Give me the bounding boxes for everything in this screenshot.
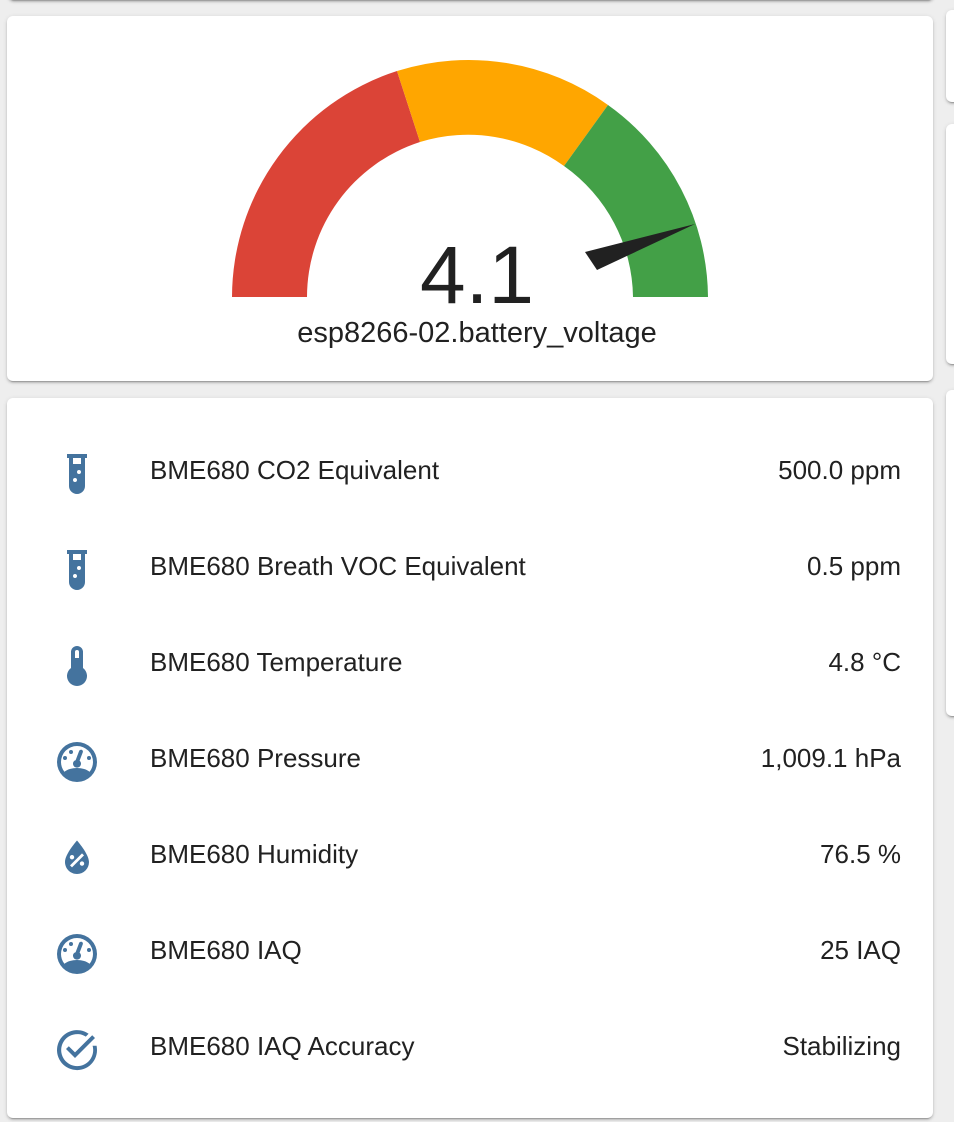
gauge-segment-yellow	[397, 59, 608, 166]
entity-row-co2[interactable]: BME680 CO2 Equivalent 500.0 ppm	[7, 422, 933, 518]
entity-row-iaq[interactable]: BME680 IAQ 25 IAQ	[7, 902, 933, 998]
adjacent-card-edge	[946, 124, 954, 364]
gauge-icon[interactable]	[53, 930, 101, 978]
entity-name: BME680 IAQ	[150, 935, 302, 965]
entity-state: 500.0 ppm	[778, 455, 901, 485]
entity-state: 0.5 ppm	[807, 551, 901, 581]
entity-name: BME680 Pressure	[150, 743, 361, 773]
gauge-segment-green	[564, 105, 708, 297]
entity-row-temperature[interactable]: BME680 Temperature 4.8 °C	[7, 614, 933, 710]
thermometer-icon[interactable]	[53, 642, 101, 690]
entity-row-pressure[interactable]: BME680 Pressure 1,009.1 hPa	[7, 710, 933, 806]
entity-name: BME680 CO2 Equivalent	[150, 455, 440, 485]
entity-state: 4.8 °C	[828, 647, 901, 677]
entity-state: 1,009.1 hPa	[760, 743, 901, 773]
entity-state: Stabilizing	[782, 1031, 901, 1061]
gauge-needle	[585, 224, 695, 270]
gauge-segment-red	[232, 71, 420, 297]
entity-name: BME680 Temperature	[150, 647, 403, 677]
entity-name: BME680 Breath VOC Equivalent	[150, 551, 526, 581]
check-circle-outline-icon[interactable]	[53, 1026, 101, 1074]
gauge-dial	[232, 59, 708, 297]
adjacent-card-edge	[946, 10, 954, 102]
gauge-icon[interactable]	[53, 738, 101, 786]
entity-name: BME680 Humidity	[150, 839, 359, 869]
gauge-entity-name: esp8266-02.battery_voltage	[297, 317, 657, 349]
entity-row-voc[interactable]: BME680 Breath VOC Equivalent 0.5 ppm	[7, 518, 933, 614]
gauge-value: 4.1	[420, 230, 534, 321]
adjacent-card-edge	[946, 390, 954, 716]
entity-name: BME680 IAQ Accuracy	[150, 1031, 415, 1061]
entity-state: 76.5 %	[820, 839, 901, 869]
gauge-card[interactable]: 4.1 esp8266-02.battery_voltage	[7, 16, 933, 381]
test-tube-icon[interactable]	[53, 450, 101, 498]
test-tube-icon[interactable]	[53, 546, 101, 594]
entity-state: 25 IAQ	[820, 935, 901, 965]
entity-row-iaq-accuracy[interactable]: BME680 IAQ Accuracy Stabilizing	[7, 998, 933, 1094]
water-percent-icon[interactable]	[53, 834, 101, 882]
entity-row-humidity[interactable]: BME680 Humidity 76.5 %	[7, 806, 933, 902]
entities-card: BME680 CO2 Equivalent 500.0 ppm BME680 B…	[7, 398, 933, 1118]
